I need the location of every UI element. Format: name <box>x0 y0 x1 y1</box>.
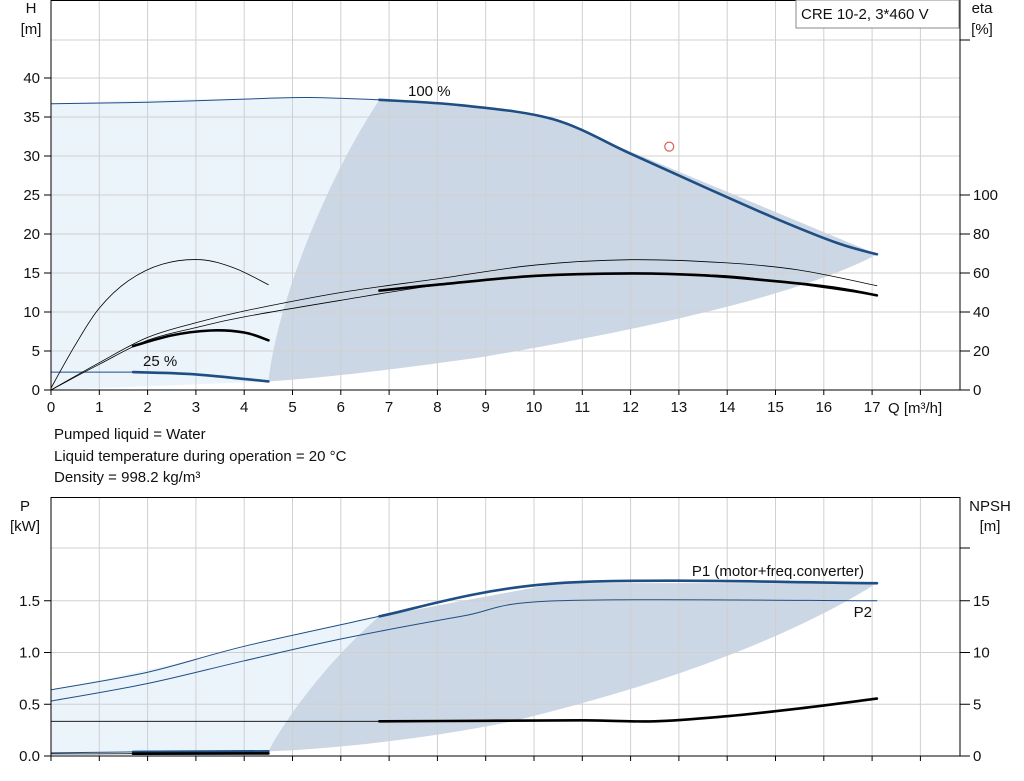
x-tick-label: 4 <box>240 399 248 416</box>
x-tick-label: 14 <box>719 399 736 416</box>
p1-series-label: P1 (motor+freq.converter) <box>692 563 864 580</box>
y-left-tick-label: 20 <box>23 226 40 243</box>
operating-area-dark <box>268 99 877 382</box>
y-left-tick-label: 10 <box>23 304 40 321</box>
x-tick-label: 5 <box>288 399 296 416</box>
x-tick-label: 3 <box>192 399 200 416</box>
y-left-tick-label: 1.0 <box>19 645 40 662</box>
operating-area-light <box>51 98 380 390</box>
annotation-100-percent: 100 % <box>408 83 451 100</box>
series-eta_thin_lower <box>51 273 878 390</box>
y-right-tick-label: 15 <box>973 593 990 610</box>
y-right-tick-label: 100 <box>973 187 998 204</box>
operating-point-marker <box>664 141 675 152</box>
annotation-25-percent: 25 % <box>143 353 177 370</box>
q-axis-label: Q [m³/h] <box>888 400 942 417</box>
x-tick-label: 13 <box>671 399 688 416</box>
y-left-tick-label: 40 <box>23 70 40 87</box>
y-right-tick-label: 60 <box>973 265 990 282</box>
y-left-tick-label: 0 <box>32 382 40 399</box>
p-axis-unit: [kW] <box>10 518 40 535</box>
eta-axis-symbol: eta <box>972 0 994 17</box>
y-right-tick-label: 5 <box>973 696 981 713</box>
series-h_100_thin <box>51 96 380 105</box>
y-left-tick-label: 15 <box>23 265 40 282</box>
h-axis-unit: [m] <box>21 21 42 38</box>
h-axis-symbol: H <box>26 0 37 17</box>
series-h_25 <box>131 370 270 383</box>
y-left-tick-label: 0.0 <box>19 748 40 765</box>
p2-series-label: P2 <box>854 604 872 621</box>
y-right-tick-label: 40 <box>973 304 990 321</box>
y-left-tick-label: 30 <box>23 148 40 165</box>
y-left-tick-label: 0.5 <box>19 696 40 713</box>
y-left-tick-label: 1.5 <box>19 593 40 610</box>
model-label: CRE 10-2, 3*460 V <box>801 6 929 23</box>
x-tick-label: 12 <box>622 399 639 416</box>
eta-axis-unit: [%] <box>971 21 993 38</box>
model-label-box <box>795 0 960 29</box>
x-tick-label: 0 <box>47 399 55 416</box>
y-right-tick-label: 10 <box>973 645 990 662</box>
x-tick-label: 9 <box>482 399 490 416</box>
info-density: Density = 998.2 kg/m³ <box>54 469 200 486</box>
x-tick-label: 17 <box>864 399 881 416</box>
series-eta_hump <box>51 259 269 389</box>
npsh-axis-unit: [m] <box>980 518 1001 535</box>
x-tick-label: 8 <box>433 399 441 416</box>
series-eta_thin_upper <box>51 259 878 390</box>
y-left-tick-label: 25 <box>23 187 40 204</box>
power-area-light <box>51 616 380 753</box>
series-p2 <box>51 599 878 702</box>
x-tick-label: 15 <box>767 399 784 416</box>
npsh-axis-symbol: NPSH <box>969 498 1011 515</box>
x-tick-label: 2 <box>143 399 151 416</box>
series-eta_25_thick <box>131 329 270 348</box>
info-temperature: Liquid temperature during operation = 20… <box>54 448 347 465</box>
x-tick-label: 10 <box>526 399 543 416</box>
p-axis-symbol: P <box>20 498 30 515</box>
x-tick-label: 7 <box>385 399 393 416</box>
y-left-tick-label: 35 <box>23 109 40 126</box>
series-npsh_thick <box>378 697 879 723</box>
series-p_25 <box>131 750 270 754</box>
x-tick-label: 1 <box>95 399 103 416</box>
y-right-tick-label: 0 <box>973 382 981 399</box>
power-area-dark <box>268 583 877 752</box>
series-h_100 <box>378 98 879 256</box>
x-tick-label: 11 <box>575 399 591 416</box>
y-right-tick-label: 80 <box>973 226 990 243</box>
x-tick-label: 6 <box>337 399 345 416</box>
y-left-tick-label: 5 <box>32 343 40 360</box>
series-p1_thick <box>378 579 879 618</box>
y-right-tick-label: 20 <box>973 343 990 360</box>
x-tick-label: 16 <box>815 399 832 416</box>
series-p_25_thin <box>51 751 134 754</box>
series-p1_thin <box>51 615 380 691</box>
y-right-tick-label: 0 <box>973 748 981 765</box>
info-liquid: Pumped liquid = Water <box>54 426 206 443</box>
